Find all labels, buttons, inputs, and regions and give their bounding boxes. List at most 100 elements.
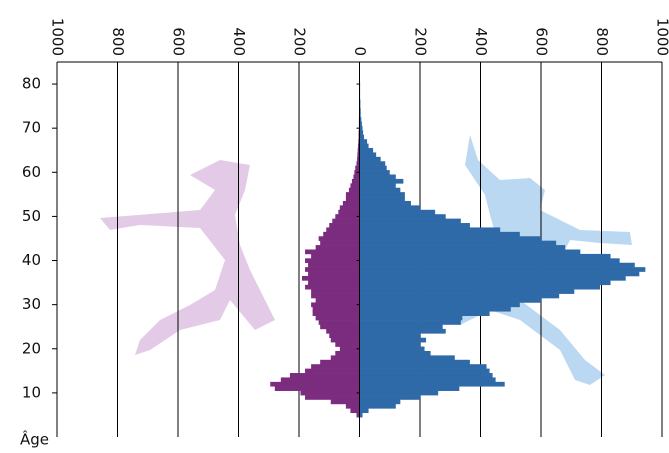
bar <box>320 325 359 330</box>
bar <box>360 130 364 135</box>
bar <box>360 135 365 140</box>
bar <box>340 205 360 210</box>
bar <box>360 377 496 382</box>
x-tick-label: 200 <box>291 27 309 56</box>
bar <box>360 333 421 338</box>
bar <box>346 404 360 409</box>
bar <box>360 144 369 149</box>
bar <box>360 223 470 228</box>
bar <box>360 201 411 206</box>
x-tick-label: 1000 <box>49 18 67 56</box>
bar <box>360 408 369 413</box>
bar <box>360 347 425 352</box>
bar <box>305 395 359 400</box>
bar <box>360 280 611 285</box>
bar <box>360 254 611 259</box>
y-tick-label: 40 <box>22 251 41 269</box>
bar <box>320 360 359 365</box>
bar <box>360 197 405 202</box>
bar <box>360 329 446 334</box>
bar <box>329 223 359 228</box>
bar <box>360 241 557 246</box>
bar <box>308 263 359 268</box>
y-tick-label: 70 <box>22 119 41 137</box>
bar <box>343 201 360 206</box>
bar <box>360 179 404 184</box>
bar <box>290 373 360 378</box>
bar <box>305 285 359 290</box>
bar <box>311 364 359 369</box>
bar <box>305 250 359 255</box>
bar <box>326 227 359 232</box>
bar <box>360 219 461 224</box>
bar <box>281 377 360 382</box>
bar <box>360 188 401 193</box>
bar <box>360 342 421 347</box>
bar <box>360 391 439 396</box>
bar <box>360 245 566 250</box>
bar <box>360 152 377 157</box>
bar <box>346 192 360 197</box>
bar <box>360 400 401 405</box>
bar <box>360 250 581 255</box>
bar <box>308 280 359 285</box>
bar <box>346 197 360 202</box>
bar <box>335 214 359 219</box>
bar <box>360 205 421 210</box>
y-axis-label: Âge <box>20 430 49 449</box>
bar <box>360 302 520 307</box>
bar <box>331 400 360 405</box>
bar <box>360 294 560 299</box>
bar <box>360 289 575 294</box>
bar <box>313 311 360 316</box>
bar <box>316 245 360 250</box>
bar <box>360 307 511 312</box>
bar <box>335 342 359 347</box>
silhouette-left <box>100 160 275 355</box>
bar <box>338 210 359 215</box>
bar <box>360 232 520 237</box>
bar <box>270 382 359 387</box>
bar <box>360 386 460 391</box>
bar <box>316 316 360 321</box>
bar <box>352 179 360 184</box>
bar <box>360 382 505 387</box>
bar <box>360 175 396 180</box>
bar <box>360 320 461 325</box>
bar <box>360 272 640 277</box>
y-tick-label: 60 <box>22 163 41 181</box>
bar <box>360 161 386 166</box>
bar <box>360 338 427 343</box>
bar <box>360 373 493 378</box>
bar <box>360 351 431 356</box>
y-tick-label: 30 <box>22 295 41 313</box>
bar <box>360 166 387 171</box>
bar <box>360 285 600 290</box>
y-tick-label: 80 <box>22 75 41 93</box>
bar <box>311 294 359 299</box>
bar <box>360 360 470 365</box>
bar <box>319 320 360 325</box>
bar <box>313 307 360 312</box>
bar <box>332 219 359 224</box>
bar <box>360 236 542 241</box>
bar <box>360 148 374 153</box>
bar <box>331 338 360 343</box>
bar <box>360 364 487 369</box>
bar <box>326 329 359 334</box>
bar <box>353 175 359 180</box>
y-tick-label: 50 <box>22 207 41 225</box>
bar <box>360 170 390 175</box>
bar <box>323 232 359 237</box>
bar <box>360 214 446 219</box>
bar <box>360 298 542 303</box>
bar <box>360 316 463 321</box>
bar <box>360 227 501 232</box>
bar <box>349 188 360 193</box>
bar <box>329 333 359 338</box>
bar <box>360 276 626 281</box>
bar <box>360 325 443 330</box>
bar <box>360 263 635 268</box>
bar <box>331 355 360 360</box>
